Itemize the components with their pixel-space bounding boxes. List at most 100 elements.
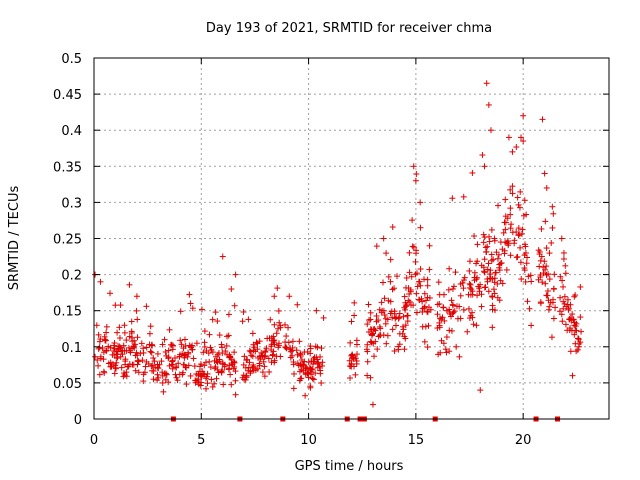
- data-point: [572, 340, 579, 347]
- data-point: [410, 244, 417, 251]
- y-tick-label: 0.05: [53, 377, 82, 392]
- data-point: [436, 300, 443, 307]
- data-point: [121, 329, 128, 336]
- data-point: [443, 349, 450, 356]
- data-point: [452, 269, 459, 276]
- data-point: [148, 342, 155, 349]
- data-point: [451, 308, 458, 315]
- data-point: [502, 213, 509, 220]
- data-point: [435, 279, 442, 286]
- data-point: [211, 365, 218, 372]
- data-point: [92, 353, 99, 360]
- data-point: [155, 365, 162, 372]
- y-tick-label: 0.2: [61, 269, 82, 284]
- data-point: [168, 361, 175, 368]
- data-point: [103, 329, 110, 336]
- data-point: [383, 340, 390, 347]
- data-point: [154, 350, 161, 357]
- data-point: [118, 364, 125, 371]
- data-point: [116, 324, 123, 331]
- data-point: [521, 197, 528, 204]
- data-point: [490, 256, 497, 263]
- data-point: [551, 271, 558, 278]
- data-point: [436, 315, 443, 322]
- data-point: [402, 284, 409, 291]
- data-point: [446, 309, 453, 316]
- data-point: [147, 323, 154, 330]
- data-point: [205, 350, 212, 357]
- data-point: [480, 239, 487, 246]
- data-point: [291, 370, 298, 377]
- data-point: [441, 291, 448, 298]
- data-point: [498, 259, 505, 266]
- data-point: [474, 292, 481, 299]
- data-point: [283, 333, 290, 340]
- x-tick-label: 15: [408, 433, 425, 448]
- data-point: [399, 323, 406, 330]
- data-point: [186, 291, 193, 298]
- data-point: [507, 225, 514, 232]
- data-point: [543, 292, 550, 299]
- data-point: [195, 381, 202, 388]
- data-point: [453, 303, 460, 310]
- data-point: [396, 310, 403, 317]
- data-point: [400, 313, 407, 320]
- data-point: [389, 314, 396, 321]
- data-points: [92, 80, 585, 408]
- data-point: [219, 344, 226, 351]
- data-point: [275, 307, 282, 314]
- data-point: [99, 345, 106, 352]
- data-point: [379, 279, 386, 286]
- data-point: [265, 355, 272, 362]
- data-point: [410, 163, 417, 170]
- data-point: [518, 134, 525, 141]
- data-point: [354, 341, 361, 348]
- data-point: [538, 253, 545, 260]
- data-point: [382, 315, 389, 322]
- data-point: [169, 346, 176, 353]
- data-point: [261, 373, 268, 380]
- data-point: [275, 344, 282, 351]
- data-point: [547, 299, 554, 306]
- data-point: [305, 359, 312, 366]
- data-point: [271, 293, 278, 300]
- data-point: [412, 271, 419, 278]
- data-point: [220, 381, 227, 388]
- data-point: [154, 371, 161, 378]
- data-point: [206, 331, 213, 338]
- data-point: [396, 330, 403, 337]
- data-point: [138, 340, 145, 347]
- data-point: [190, 355, 197, 362]
- data-point: [95, 331, 102, 338]
- data-point: [117, 344, 124, 351]
- data-point: [111, 370, 118, 377]
- data-point: [367, 338, 374, 345]
- data-point: [368, 326, 375, 333]
- data-point: [97, 336, 104, 343]
- data-point: [121, 322, 128, 329]
- data-point: [535, 276, 542, 283]
- data-point: [516, 204, 523, 211]
- data-point: [466, 280, 473, 287]
- data-point: [374, 346, 381, 353]
- data-point: [123, 369, 130, 376]
- data-point: [545, 306, 552, 313]
- data-point: [537, 299, 544, 306]
- data-point: [412, 258, 419, 265]
- data-point: [560, 255, 567, 262]
- data-point: [275, 340, 282, 347]
- data-point: [113, 359, 120, 366]
- data-point: [380, 235, 387, 242]
- data-point: [266, 368, 273, 375]
- data-point: [490, 286, 497, 293]
- data-point: [516, 231, 523, 238]
- data-point: [378, 299, 385, 306]
- data-point: [520, 212, 527, 219]
- data-point: [129, 338, 136, 345]
- data-point: [424, 276, 431, 283]
- data-point: [276, 319, 283, 326]
- data-point: [440, 340, 447, 347]
- data-point: [246, 347, 253, 354]
- data-point: [369, 401, 376, 408]
- data-point: [424, 344, 431, 351]
